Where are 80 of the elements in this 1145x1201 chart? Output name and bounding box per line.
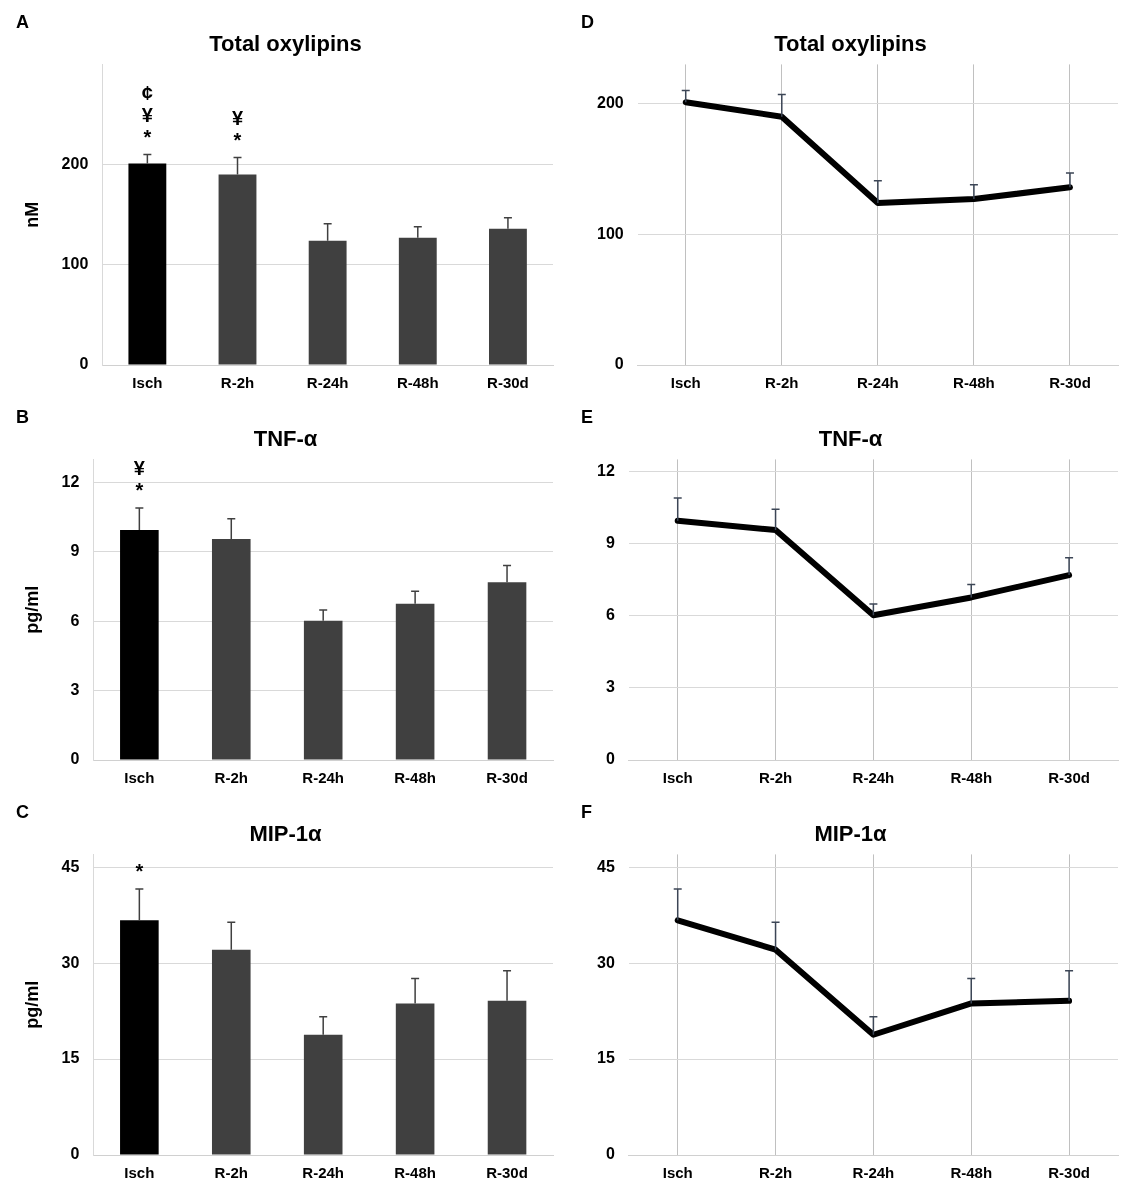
- text: B: [16, 406, 29, 427]
- y-tick-label: 45: [61, 857, 80, 875]
- x-tick-label: R-24h: [857, 374, 899, 392]
- chart-title: TNF-α: [253, 426, 318, 452]
- x-tick-label: R-24h: [306, 374, 349, 392]
- chart-title: Total oxylipins: [774, 31, 927, 57]
- x-tick-label: R-30d: [1049, 374, 1091, 392]
- y-tick-label: 0: [614, 355, 624, 373]
- text: D: [581, 11, 594, 32]
- chart-title: MIP-1α: [249, 821, 323, 847]
- bar: [128, 163, 167, 365]
- y-tick-label: 0: [70, 750, 80, 768]
- text: E: [581, 406, 594, 427]
- text: F: [581, 801, 592, 822]
- annotation: *: [233, 129, 242, 152]
- annotation: *: [135, 860, 144, 883]
- x-tick-label: R-2h: [758, 1164, 793, 1182]
- y-tick-label: 0: [605, 1145, 615, 1163]
- y-tick-label: 100: [596, 224, 624, 242]
- y-tick-label: 200: [61, 155, 89, 173]
- bar: [120, 920, 159, 1155]
- x-tick-label: R-48h: [394, 1164, 436, 1182]
- y-tick-label: 15: [597, 1049, 615, 1067]
- x-tick-label: R-2h: [214, 1164, 248, 1182]
- y-tick-label: 9: [605, 533, 615, 551]
- text: C: [16, 801, 29, 822]
- y-tick-label: 30: [61, 953, 80, 971]
- y-tick-label: 0: [79, 355, 89, 373]
- y-axis-title: nM: [21, 201, 42, 228]
- x-tick-label: Isch: [124, 769, 155, 787]
- y-tick-label: 0: [605, 750, 615, 768]
- x-tick-label: R-30d: [1048, 769, 1090, 787]
- x-tick-label: R-24h: [852, 769, 895, 787]
- x-tick-label: R-48h: [396, 374, 439, 392]
- y-axis-title: pg/ml: [21, 585, 42, 634]
- x-tick-label: R-48h: [950, 1164, 993, 1182]
- y-tick-label: 6: [70, 611, 80, 629]
- y-tick-label: 100: [61, 255, 89, 273]
- x-tick-label: R-30d: [486, 1164, 528, 1182]
- x-tick-label: Isch: [662, 1164, 693, 1182]
- x-tick-label: R-2h: [214, 769, 248, 787]
- y-tick-label: 3: [70, 681, 80, 699]
- chart-title: Total oxylipins: [209, 31, 362, 57]
- x-tick-label: R-30d: [1048, 1164, 1090, 1182]
- annotation: ¥: [133, 457, 146, 480]
- annotation: ¢: [141, 82, 153, 105]
- annotation: *: [143, 126, 152, 149]
- x-tick-label: R-2h: [765, 374, 799, 392]
- chart-title: TNF-α: [818, 426, 883, 452]
- x-tick-label: Isch: [132, 374, 163, 392]
- text: A: [16, 11, 29, 32]
- x-tick-label: R-48h: [950, 769, 993, 787]
- x-tick-label: R-48h: [953, 374, 995, 392]
- x-tick-label: Isch: [670, 374, 701, 392]
- y-tick-label: 200: [596, 94, 624, 112]
- x-tick-label: R-2h: [758, 769, 793, 787]
- x-tick-label: R-24h: [852, 1164, 895, 1182]
- x-tick-label: Isch: [124, 1164, 155, 1182]
- y-tick-label: 3: [605, 678, 615, 696]
- y-tick-label: 30: [597, 953, 615, 971]
- bar: [120, 529, 159, 760]
- y-tick-label: 6: [605, 606, 615, 624]
- annotation: *: [135, 479, 144, 502]
- y-tick-label: 9: [70, 542, 80, 560]
- annotation: ¥: [231, 107, 244, 130]
- annotation: ¥: [141, 104, 154, 127]
- chart-title: MIP-1α: [814, 821, 888, 847]
- x-tick-label: R-30d: [486, 769, 528, 787]
- y-tick-label: 12: [61, 472, 80, 490]
- y-axis-title: pg/ml: [21, 980, 42, 1029]
- x-tick-label: Isch: [662, 769, 693, 787]
- x-tick-label: R-24h: [302, 1164, 345, 1182]
- x-tick-label: R-48h: [394, 769, 436, 787]
- y-tick-label: 15: [61, 1049, 80, 1067]
- y-tick-label: 45: [597, 857, 615, 875]
- y-tick-label: 12: [597, 461, 615, 479]
- y-tick-label: 0: [70, 1145, 80, 1163]
- x-tick-label: R-30d: [487, 374, 529, 392]
- x-tick-label: R-24h: [302, 769, 345, 787]
- x-tick-label: R-2h: [220, 374, 255, 392]
